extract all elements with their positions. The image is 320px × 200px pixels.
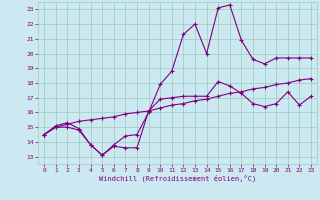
X-axis label: Windchill (Refroidissement éolien,°C): Windchill (Refroidissement éolien,°C) bbox=[99, 175, 256, 182]
